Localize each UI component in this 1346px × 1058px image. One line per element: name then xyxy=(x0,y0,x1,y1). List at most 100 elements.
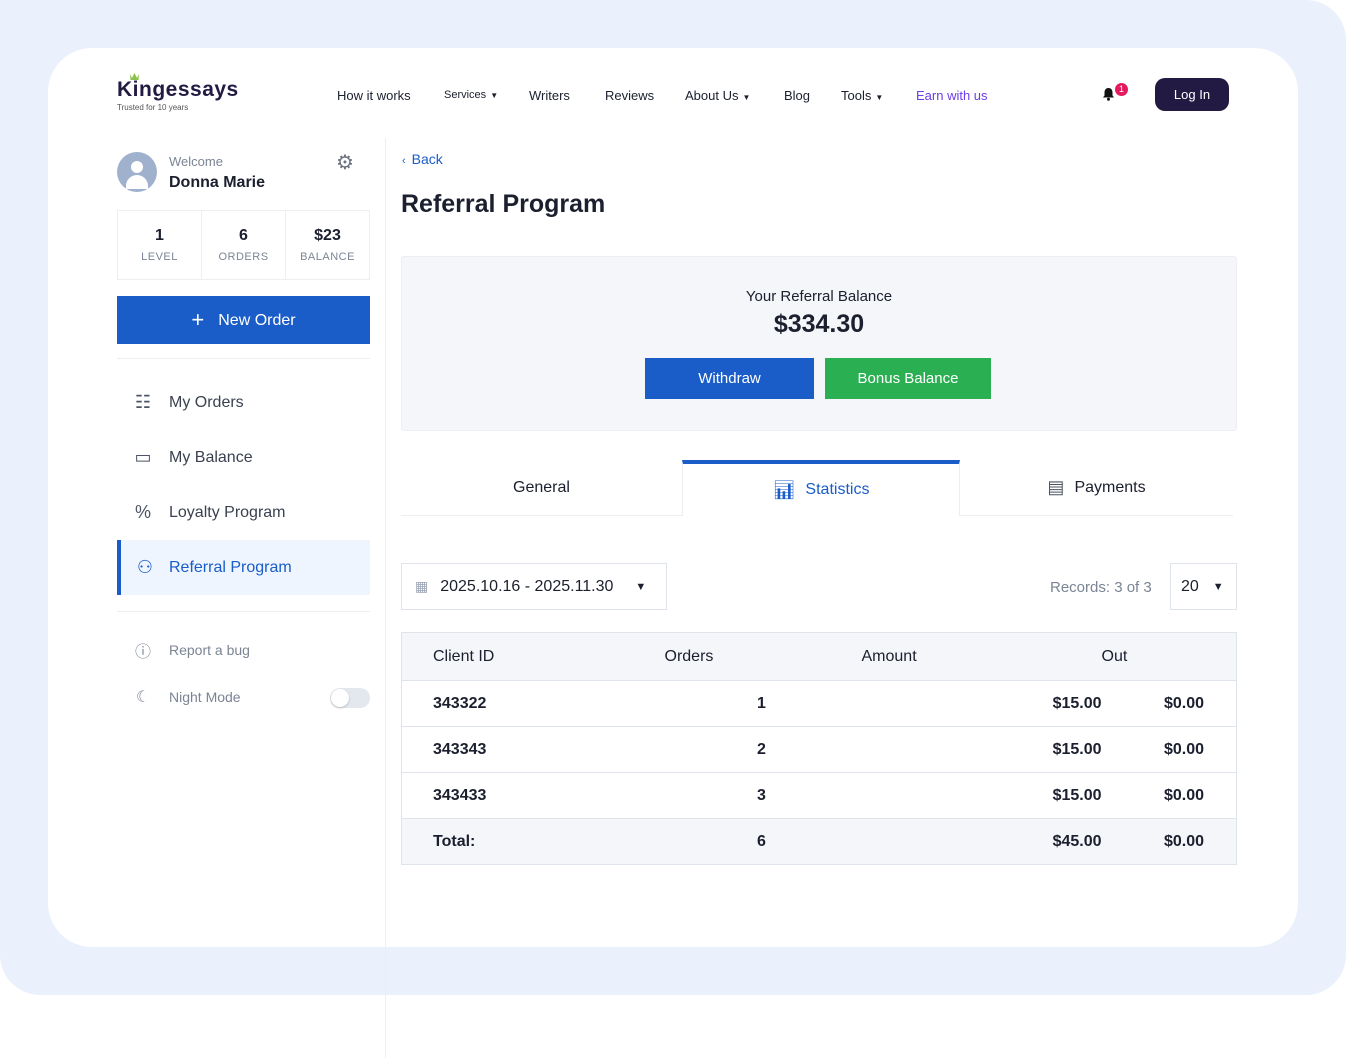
bell-icon[interactable] xyxy=(1102,87,1115,101)
tab-payments[interactable]: ▤ Payments xyxy=(960,460,1233,515)
tabs: General 📊︎ Statistics ▤ Payments xyxy=(401,460,1233,516)
stat-value: $23 xyxy=(314,227,341,244)
wallet-icon: ▭ xyxy=(134,447,152,467)
table-header: Client ID Orders Amount Out xyxy=(401,632,1237,681)
sidebar-item-label: My Orders xyxy=(169,393,244,411)
nav-earn-with-us[interactable]: Earn with us xyxy=(916,88,988,103)
list-icon: ☷ xyxy=(134,392,152,412)
cell-amount: $15.00 xyxy=(861,726,1102,773)
moon-icon: ☾ xyxy=(135,688,151,706)
welcome-label: Welcome xyxy=(169,154,223,169)
date-range-value: 2025.10.16 - 2025.11.30 xyxy=(440,577,614,595)
report-bug-link[interactable]: ⓘ Report a bug xyxy=(117,622,370,677)
tab-statistics[interactable]: 📊︎ Statistics xyxy=(682,460,960,516)
night-mode-toggle[interactable] xyxy=(330,688,370,708)
nav-blog[interactable]: Blog xyxy=(784,88,811,103)
stat-label: BALANCE xyxy=(300,251,355,263)
caret-down-icon: ▼ xyxy=(635,580,647,593)
tab-label: Statistics xyxy=(805,481,870,498)
logo-tagline: Trusted for 10 years xyxy=(117,103,189,112)
network-icon: ⚇ xyxy=(136,557,154,577)
crown-icon xyxy=(130,73,139,80)
gear-icon[interactable]: ⚙ xyxy=(336,152,354,174)
header-out: Out xyxy=(1101,632,1237,681)
avatar xyxy=(117,152,157,192)
page-title: Referral Program xyxy=(401,190,606,218)
tab-general[interactable]: General xyxy=(401,460,682,515)
table-row: 343343 2 $15.00 $0.00 xyxy=(401,726,1237,773)
bar-chart-icon: 📊︎ xyxy=(772,479,796,500)
alert-circle-icon: ⓘ xyxy=(134,643,151,661)
nav-reviews[interactable]: Reviews xyxy=(605,88,655,103)
balance-label: Your Referral Balance xyxy=(745,288,893,305)
nav-writers[interactable]: Writers xyxy=(529,88,570,103)
header-amount: Amount xyxy=(861,632,1102,681)
table-row: 343322 1 $15.00 $0.00 xyxy=(401,680,1237,727)
sidebar-item-referral-program[interactable]: ⚇ Referral Program xyxy=(117,540,370,595)
nav-tools[interactable]: Tools ▼ xyxy=(841,88,883,103)
stat-balance: $23 BALANCE xyxy=(286,211,369,279)
logo-text: Kingessays xyxy=(117,78,239,101)
header-client-id: Client ID xyxy=(401,632,662,681)
records-count: Records: 3 of 3 xyxy=(1050,579,1152,596)
percent-icon: % xyxy=(134,502,151,522)
nav-about-us[interactable]: About Us ▼ xyxy=(685,88,750,103)
sidebar-item-my-orders[interactable]: ☷ My Orders xyxy=(117,375,370,430)
nav-how-it-works[interactable]: How it works xyxy=(337,88,411,103)
cell-orders: 2 xyxy=(661,726,862,773)
total-out: $0.00 xyxy=(1101,818,1237,865)
bonus-balance-button[interactable]: Bonus Balance xyxy=(825,358,991,399)
header-orders: Orders xyxy=(661,632,862,681)
night-mode-label: Night Mode xyxy=(169,688,241,705)
chevron-left-icon: ‹ xyxy=(402,155,406,167)
nav-label: About Us xyxy=(685,88,739,103)
divider xyxy=(117,358,370,359)
cell-out: $0.00 xyxy=(1101,726,1237,773)
tab-label: General xyxy=(513,478,570,496)
nav-services[interactable]: Services ▼ xyxy=(444,89,498,101)
back-label: Back xyxy=(411,151,443,167)
notification-badge: 1 xyxy=(1115,83,1128,96)
login-button[interactable]: Log In xyxy=(1155,78,1229,111)
cell-amount: $15.00 xyxy=(861,680,1102,727)
nav-label: Tools xyxy=(841,88,872,103)
cell-out: $0.00 xyxy=(1101,772,1237,819)
sidebar-item-label: Referral Program xyxy=(169,558,292,576)
sidebar-divider xyxy=(385,138,386,1058)
user-stats: 1 LEVEL 6 ORDERS $23 BALANCE xyxy=(117,210,370,280)
sidebar-item-label: Loyalty Program xyxy=(169,503,286,521)
calendar-icon: ▦ xyxy=(415,578,429,594)
caret-down-icon: ▼ xyxy=(490,91,499,100)
user-name: Donna Marie xyxy=(169,174,266,191)
per-page-select[interactable]: 20 ▼ xyxy=(1170,563,1237,610)
balance-card: Your Referral Balance $334.30 Withdraw B… xyxy=(401,256,1237,431)
night-mode-row: ☾ Night Mode xyxy=(117,669,317,724)
sidebar-item-label: My Balance xyxy=(169,448,253,466)
stat-value: 1 xyxy=(155,227,164,244)
cell-out: $0.00 xyxy=(1101,680,1237,727)
new-order-button[interactable]: + New Order xyxy=(117,296,370,344)
stat-orders: 6 ORDERS xyxy=(202,211,286,279)
cell-orders: 1 xyxy=(661,680,862,727)
sidebar-item-my-balance[interactable]: ▭ My Balance xyxy=(117,430,370,485)
total-amount: $45.00 xyxy=(861,818,1102,865)
divider xyxy=(117,611,370,612)
cell-amount: $15.00 xyxy=(861,772,1102,819)
withdraw-button[interactable]: Withdraw xyxy=(645,358,814,399)
stat-level: 1 LEVEL xyxy=(118,211,202,279)
cell-orders: 3 xyxy=(661,772,862,819)
logo[interactable]: Kingessays Trusted for 10 years xyxy=(117,73,239,112)
cell-client-id: 343343 xyxy=(401,726,662,773)
date-range-select[interactable]: ▦ 2025.10.16 - 2025.11.30 ▼ xyxy=(401,563,667,610)
stat-label: LEVEL xyxy=(141,251,178,263)
report-bug-label: Report a bug xyxy=(169,641,250,658)
sidebar-item-loyalty-program[interactable]: % Loyalty Program xyxy=(117,485,370,540)
credit-card-icon: ▤ xyxy=(1047,477,1065,497)
cell-client-id: 343322 xyxy=(401,680,662,727)
stat-value: 6 xyxy=(239,227,248,244)
total-label: Total: xyxy=(401,818,662,865)
plus-icon: + xyxy=(191,307,205,332)
back-link[interactable]: ‹ Back xyxy=(402,151,443,167)
tab-label: Payments xyxy=(1074,478,1146,496)
referral-table: Client ID Orders Amount Out 343322 1 $15.0… xyxy=(401,632,1237,865)
